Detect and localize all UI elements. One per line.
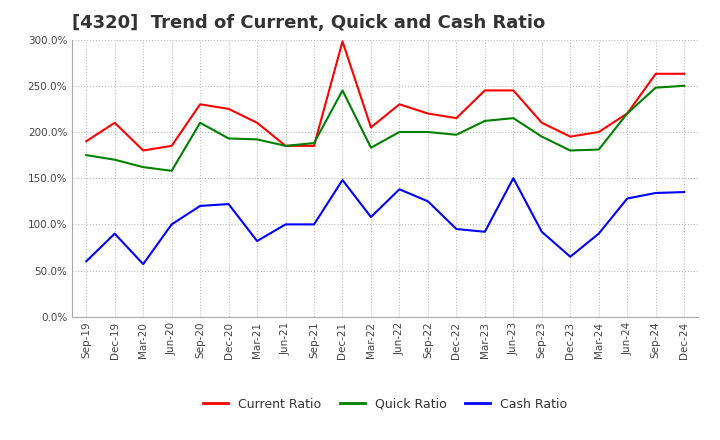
Quick Ratio [652,85,660,90]
Quick Ratio [282,143,290,148]
Cash Ratio [196,203,204,209]
Current Ratio [652,71,660,77]
Quick Ratio [338,88,347,93]
Current Ratio [423,111,432,116]
Line: Cash Ratio: Cash Ratio [86,178,684,264]
Current Ratio [566,134,575,139]
Current Ratio [110,120,119,125]
Cash Ratio [167,222,176,227]
Current Ratio [282,143,290,148]
Current Ratio [595,129,603,135]
Current Ratio [225,106,233,111]
Cash Ratio [480,229,489,235]
Text: [4320]  Trend of Current, Quick and Cash Ratio: [4320] Trend of Current, Quick and Cash … [72,15,545,33]
Quick Ratio [110,157,119,162]
Cash Ratio [623,196,631,201]
Cash Ratio [366,214,375,220]
Current Ratio [480,88,489,93]
Current Ratio [196,102,204,107]
Quick Ratio [623,111,631,116]
Cash Ratio [139,261,148,267]
Line: Current Ratio: Current Ratio [86,41,684,150]
Cash Ratio [566,254,575,259]
Cash Ratio [395,187,404,192]
Quick Ratio [196,120,204,125]
Current Ratio [395,102,404,107]
Legend: Current Ratio, Quick Ratio, Cash Ratio: Current Ratio, Quick Ratio, Cash Ratio [198,393,572,416]
Quick Ratio [395,129,404,135]
Current Ratio [366,125,375,130]
Cash Ratio [225,202,233,207]
Cash Ratio [82,259,91,264]
Current Ratio [253,120,261,125]
Cash Ratio [338,177,347,183]
Quick Ratio [139,165,148,170]
Quick Ratio [253,137,261,142]
Cash Ratio [253,238,261,244]
Quick Ratio [595,147,603,152]
Quick Ratio [423,129,432,135]
Current Ratio [680,71,688,77]
Quick Ratio [452,132,461,137]
Quick Ratio [509,115,518,121]
Current Ratio [139,148,148,153]
Quick Ratio [225,136,233,141]
Cash Ratio [652,191,660,196]
Cash Ratio [452,226,461,231]
Cash Ratio [595,231,603,236]
Cash Ratio [110,231,119,236]
Cash Ratio [310,222,318,227]
Cash Ratio [423,198,432,204]
Quick Ratio [82,152,91,158]
Current Ratio [537,120,546,125]
Cash Ratio [509,176,518,181]
Current Ratio [167,143,176,148]
Current Ratio [310,143,318,148]
Current Ratio [338,39,347,44]
Quick Ratio [537,134,546,139]
Quick Ratio [566,148,575,153]
Cash Ratio [282,222,290,227]
Quick Ratio [366,145,375,150]
Current Ratio [509,88,518,93]
Line: Quick Ratio: Quick Ratio [86,86,684,171]
Quick Ratio [480,118,489,124]
Current Ratio [82,139,91,144]
Cash Ratio [680,189,688,194]
Cash Ratio [537,229,546,235]
Quick Ratio [310,140,318,146]
Quick Ratio [167,168,176,173]
Current Ratio [452,115,461,121]
Quick Ratio [680,83,688,88]
Current Ratio [623,111,631,116]
